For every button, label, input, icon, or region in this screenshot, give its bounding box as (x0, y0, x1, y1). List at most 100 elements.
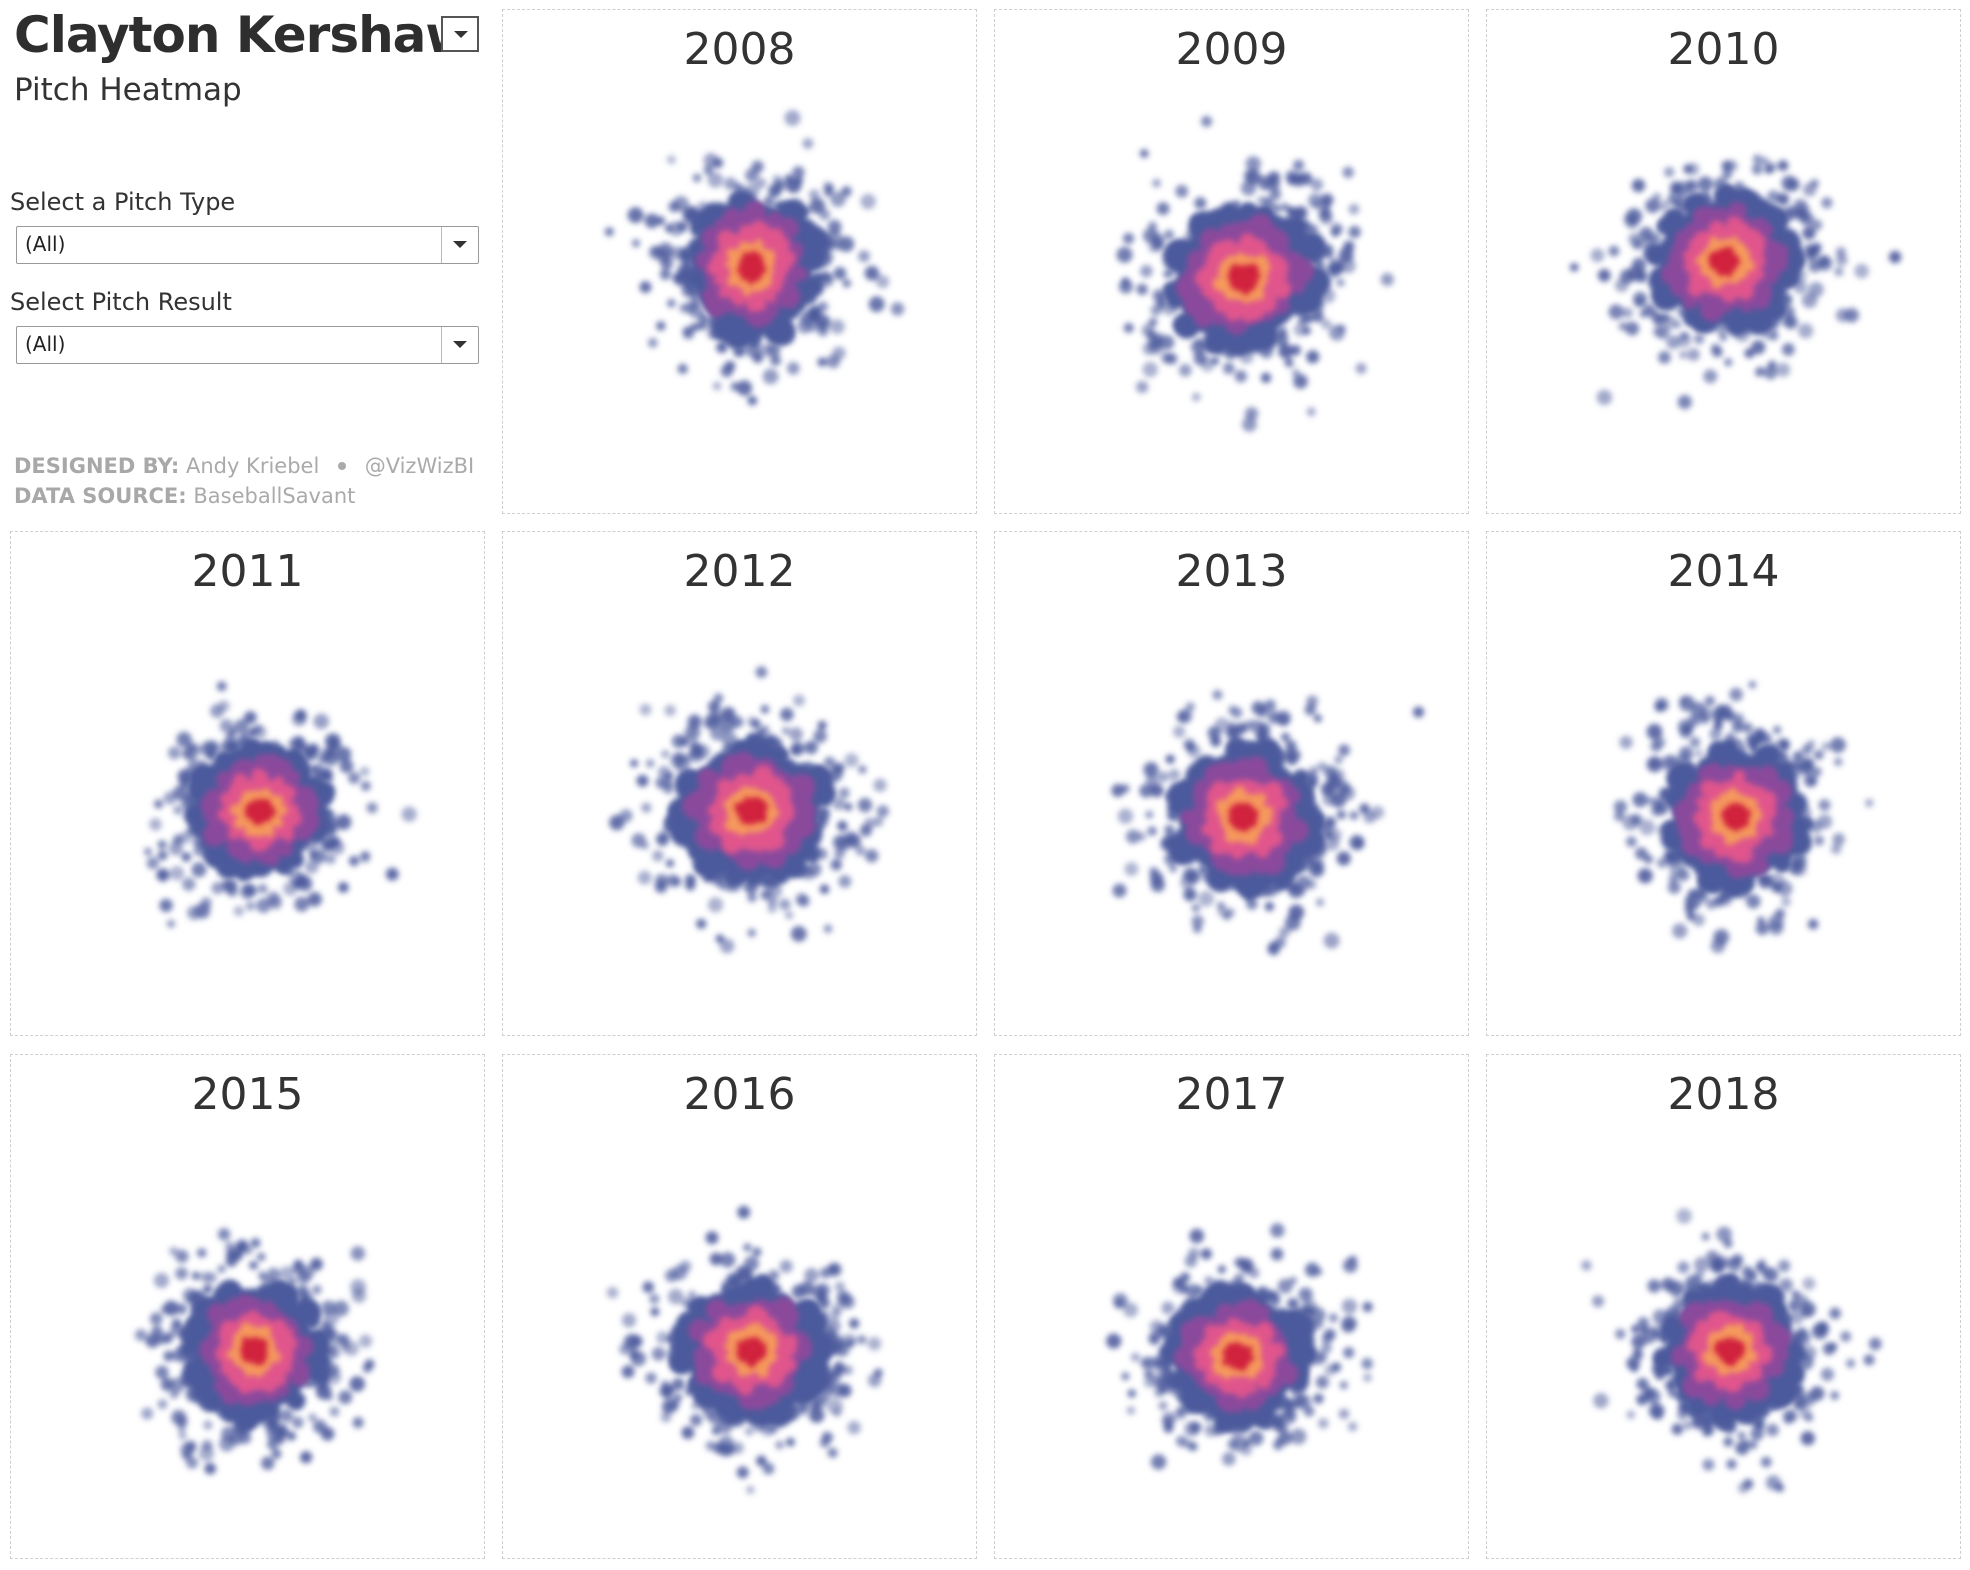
pitch-point (1257, 195, 1267, 206)
pitch-point (1790, 1310, 1804, 1325)
pitch-point (844, 802, 853, 811)
pitch-point (1198, 890, 1215, 907)
pitch-point (743, 1243, 752, 1252)
pitch-point (795, 176, 804, 186)
pitch-point (1191, 903, 1201, 913)
pitch-point (1865, 798, 1874, 808)
pitch-point (1647, 1279, 1661, 1293)
pitch-point (655, 874, 669, 888)
pitch-point (211, 881, 224, 895)
pitch-point (1325, 251, 1334, 260)
heatmap-panel-2009: 2009 (994, 9, 1469, 514)
pitch-point (1805, 1413, 1814, 1422)
pitch-point (1154, 1360, 1169, 1375)
heatmap-panel-2017: 2017 (994, 1054, 1469, 1559)
pitch-point (313, 713, 330, 730)
pitch-point (867, 1336, 882, 1351)
pitch-point (746, 1485, 755, 1494)
pitch-point (324, 733, 341, 749)
pitch-point (837, 1383, 852, 1398)
pitch-point (1156, 1323, 1170, 1338)
pitch-point (1246, 898, 1258, 910)
pitch-point (1854, 263, 1869, 279)
heatmap-svg (1581, 1208, 1882, 1494)
pitch-point (857, 797, 873, 813)
pitch-point (288, 869, 304, 884)
panel-year-label: 2014 (1667, 546, 1780, 597)
pitch-point (858, 765, 867, 774)
pitch-type-select[interactable]: (All) (16, 226, 479, 264)
pitch-point (752, 1247, 762, 1257)
pitch-point (755, 1455, 767, 1467)
pitch-point (847, 1420, 861, 1435)
pitch-point (1627, 265, 1643, 282)
heatmap-density (134, 1228, 375, 1475)
pitch-point (170, 1377, 186, 1393)
pitch-point (621, 1313, 637, 1328)
separator-dot-icon (338, 461, 346, 470)
pitch-point (173, 805, 183, 815)
pitch-point (779, 898, 791, 911)
pitch-point (1649, 1325, 1662, 1337)
pitch-point (1319, 211, 1334, 225)
pitch-point (819, 1438, 830, 1448)
pitch-point (1117, 808, 1134, 824)
pitch-point (682, 209, 695, 222)
pitch-point (671, 734, 686, 749)
pitch-point (1222, 911, 1232, 921)
pitch-result-dropdown-button[interactable] (441, 327, 478, 363)
pitch-point (1726, 1459, 1737, 1470)
pitch-point (245, 901, 256, 911)
pitch-point (1765, 162, 1777, 173)
pitch-point (1277, 1423, 1289, 1435)
pitch-point (1776, 362, 1791, 377)
pitch-point (401, 806, 417, 822)
pitch-point (1751, 340, 1766, 355)
pitch-point (1755, 921, 1769, 936)
pitch-point (838, 875, 852, 888)
pitch-point (1306, 407, 1316, 417)
pitch-point (134, 1328, 147, 1341)
pitch-point (677, 363, 688, 374)
pitch-point (652, 850, 664, 862)
pitch-point (755, 666, 768, 678)
pitch-point (1614, 811, 1625, 822)
pitch-point (1724, 1257, 1734, 1266)
pitch-point (1287, 748, 1301, 763)
pitch-point (712, 157, 724, 169)
pitch-point (1123, 322, 1134, 333)
pitch-point (171, 1409, 187, 1425)
pitch-point (1304, 1262, 1320, 1278)
pitch-type-dropdown-button[interactable] (441, 227, 478, 263)
pitch-point (646, 759, 655, 768)
pitch-point (325, 853, 336, 865)
pitch-point (848, 1318, 860, 1329)
pitch-point (834, 848, 845, 859)
pitch-point (1221, 1452, 1236, 1466)
pitch-point (217, 1228, 231, 1241)
pitch-point (744, 1256, 759, 1272)
pitch-point (1597, 268, 1611, 282)
pitch-point (709, 1252, 723, 1266)
pitch-point (1270, 1223, 1285, 1238)
heatmap-panel-2015: 2015 (10, 1054, 485, 1559)
pitch-point (1189, 1228, 1205, 1244)
heatmap-panel-2010: 2010 (1486, 9, 1961, 514)
pitch-point (1323, 932, 1340, 949)
pitch-result-select[interactable]: (All) (16, 326, 479, 364)
pitch-point (279, 1408, 294, 1423)
pitch-point (876, 805, 889, 818)
pitch-point (1248, 1267, 1260, 1279)
pitch-point (827, 219, 842, 234)
pitch-point (661, 1380, 670, 1389)
pitch-point (141, 1407, 154, 1420)
pitch-point (144, 847, 152, 856)
pitch-point (1269, 188, 1282, 201)
pitch-point (857, 1335, 867, 1345)
pitch-point (1678, 746, 1694, 761)
title-dropdown-button[interactable] (441, 16, 479, 52)
pitch-point (216, 681, 227, 692)
pitch-point (1622, 814, 1639, 831)
pitch-point (1284, 358, 1294, 368)
pitch-point (1148, 317, 1158, 327)
